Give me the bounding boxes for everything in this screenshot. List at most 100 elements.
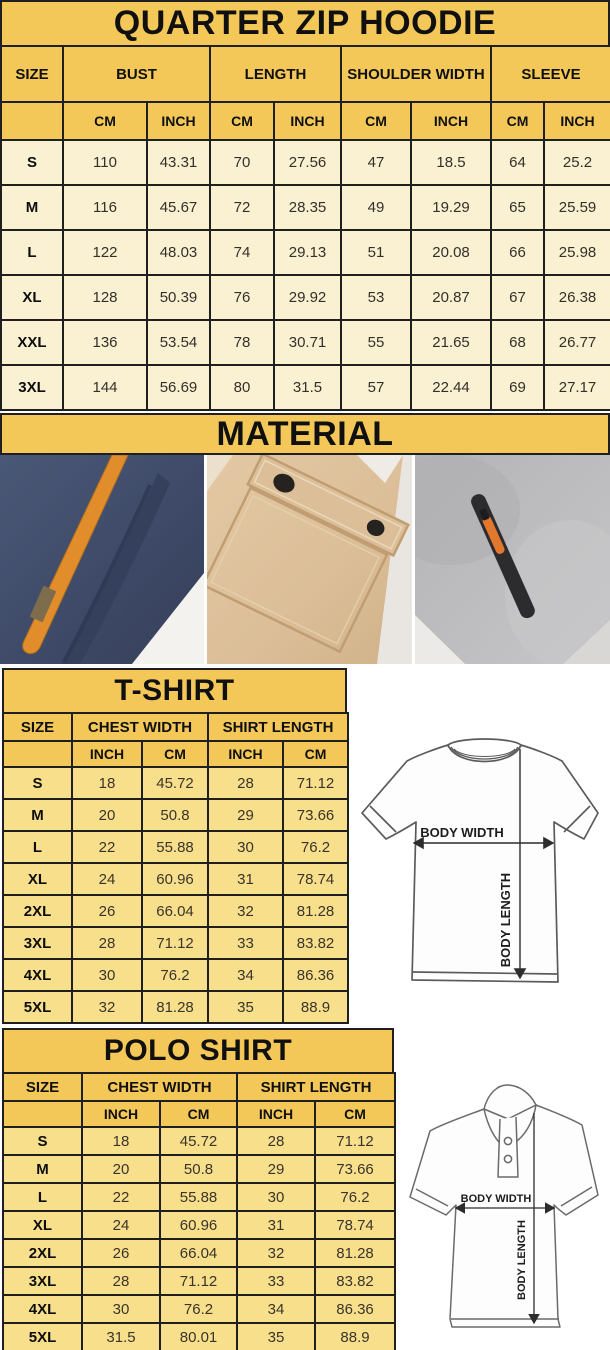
measurement-cell: 19.29 — [410, 184, 493, 231]
measurement-cell: 18.5 — [410, 139, 493, 186]
measurement-cell: 65 — [490, 184, 546, 231]
col-header-length: LENGTH — [208, 45, 343, 103]
measurement-cell: 71.12 — [314, 1126, 397, 1156]
size-label: S — [2, 766, 73, 800]
unit-header: INCH — [272, 101, 343, 141]
measurement-cell: 66.04 — [158, 1238, 239, 1268]
measurement-cell: 31.5 — [272, 364, 343, 411]
col-header-sleeve: SLEEVE — [490, 45, 610, 103]
tshirt-chart-title: T-SHIRT — [2, 668, 347, 712]
measurement-cell: 69 — [490, 364, 546, 411]
measurement-cell: 60.96 — [158, 1210, 239, 1240]
table-row: L 22 55.88 30 76.2 — [2, 830, 350, 864]
empty-corner-cell — [2, 740, 73, 768]
polo-table: SIZE CHEST WIDTH SHIRT LENGTH INCH CM IN… — [2, 1072, 397, 1350]
measurement-cell: 80 — [209, 364, 275, 411]
col-header-size: SIZE — [2, 1072, 83, 1102]
measurement-cell: 53.54 — [146, 319, 211, 366]
size-label: XL — [2, 1210, 83, 1240]
measurement-cell: 22.44 — [410, 364, 493, 411]
measurement-cell: 26 — [71, 894, 143, 928]
table-row: XXL 136 53.54 78 30.71 55 21.65 68 26.77 — [0, 319, 610, 366]
size-label: 5XL — [2, 990, 73, 1024]
measurement-cell: 20 — [71, 798, 143, 832]
measurement-cell: 20.08 — [410, 229, 493, 276]
measurement-cell: 24 — [71, 862, 143, 896]
table-row: M 116 45.67 72 28.35 49 19.29 65 25.59 — [0, 184, 610, 231]
measurement-cell: 45.72 — [140, 766, 210, 800]
measurement-cell: 45.67 — [146, 184, 211, 231]
body-width-label: BODY WIDTH — [420, 825, 504, 840]
col-header-shirt-length: SHIRT LENGTH — [236, 1072, 397, 1102]
hoodie-table: SIZE BUST LENGTH SHOULDER WIDTH SLEEVE C… — [0, 45, 610, 411]
size-label: L — [2, 1182, 83, 1212]
table-row: 5XL 31.5 80.01 35 88.9 — [2, 1322, 397, 1350]
measurement-cell: 88.9 — [282, 990, 350, 1024]
table-row: L 22 55.88 30 76.2 — [2, 1182, 397, 1212]
measurement-cell: 55.88 — [140, 830, 210, 864]
table-row: S 18 45.72 28 71.12 — [2, 1126, 397, 1156]
size-label: L — [2, 830, 73, 864]
measurement-cell: 76.2 — [140, 958, 210, 992]
measurement-cell: 28 — [71, 926, 143, 960]
measurement-cell: 71.12 — [158, 1266, 239, 1296]
measurement-cell: 28.35 — [272, 184, 343, 231]
tshirt-size-chart: T-SHIRT SIZE CHEST WIDTH SHIRT LENGTH IN… — [2, 668, 350, 1024]
measurement-cell: 55 — [340, 319, 413, 366]
measurement-cell: 136 — [62, 319, 148, 366]
measurement-cell: 50.8 — [158, 1154, 239, 1184]
measurement-cell: 72 — [209, 184, 275, 231]
measurement-cell: 28 — [81, 1266, 161, 1296]
measurement-cell: 78.74 — [314, 1210, 397, 1240]
measurement-cell: 45.72 — [158, 1126, 239, 1156]
measurement-cell: 34 — [236, 1294, 317, 1324]
measurement-cell: 86.36 — [282, 958, 350, 992]
measurement-cell: 73.66 — [314, 1154, 397, 1184]
table-row: S 18 45.72 28 71.12 — [2, 766, 350, 800]
measurement-cell: 35 — [207, 990, 285, 1024]
measurement-cell: 25.59 — [543, 184, 610, 231]
measurement-cell: 110 — [62, 139, 148, 186]
size-label: M — [0, 184, 64, 231]
measurement-cell: 50.8 — [140, 798, 210, 832]
table-row: M 20 50.8 29 73.66 — [2, 798, 350, 832]
hoodie-chart-title: QUARTER ZIP HOODIE — [0, 0, 610, 45]
table-row: 4XL 30 76.2 34 86.36 — [2, 1294, 397, 1324]
measurement-cell: 81.28 — [314, 1238, 397, 1268]
measurement-cell: 50.39 — [146, 274, 211, 321]
unit-header: INCH — [207, 740, 285, 768]
unit-header: INCH — [543, 101, 610, 141]
measurement-cell: 57 — [340, 364, 413, 411]
col-header-shirt-length: SHIRT LENGTH — [207, 712, 350, 742]
material-photo-gray-zipper — [415, 455, 610, 664]
measurement-cell: 34 — [207, 958, 285, 992]
measurement-cell: 70 — [209, 139, 275, 186]
measurement-cell: 25.98 — [543, 229, 610, 276]
measurement-cell: 78 — [209, 319, 275, 366]
measurement-cell: 55.88 — [158, 1182, 239, 1212]
col-header-chest-width: CHEST WIDTH — [70, 712, 210, 742]
polo-size-chart: POLO SHIRT SIZE CHEST WIDTH SHIRT LENGTH… — [2, 1028, 397, 1350]
size-label: 4XL — [2, 1294, 83, 1324]
measurement-cell: 81.28 — [140, 990, 210, 1024]
unit-header: INCH — [236, 1100, 317, 1128]
measurement-cell: 30 — [207, 830, 285, 864]
measurement-cell: 68 — [490, 319, 546, 366]
measurement-cell: 76.2 — [282, 830, 350, 864]
measurement-cell: 30 — [236, 1182, 317, 1212]
unit-header: CM — [209, 101, 275, 141]
col-header-size: SIZE — [2, 712, 73, 742]
size-label: 3XL — [2, 1266, 83, 1296]
measurement-cell: 26.77 — [543, 319, 610, 366]
measurement-cell: 20.87 — [410, 274, 493, 321]
table-row: XL 128 50.39 76 29.92 53 20.87 67 26.38 — [0, 274, 610, 321]
measurement-cell: 30 — [71, 958, 143, 992]
col-header-shoulder-width: SHOULDER WIDTH — [340, 45, 493, 103]
measurement-cell: 31 — [236, 1210, 317, 1240]
table-row: L 122 48.03 74 29.13 51 20.08 66 25.98 — [0, 229, 610, 276]
measurement-cell: 33 — [236, 1266, 317, 1296]
measurement-cell: 78.74 — [282, 862, 350, 896]
measurement-cell: 144 — [62, 364, 148, 411]
measurement-cell: 32 — [207, 894, 285, 928]
table-row: S 110 43.31 70 27.56 47 18.5 64 25.2 — [0, 139, 610, 186]
